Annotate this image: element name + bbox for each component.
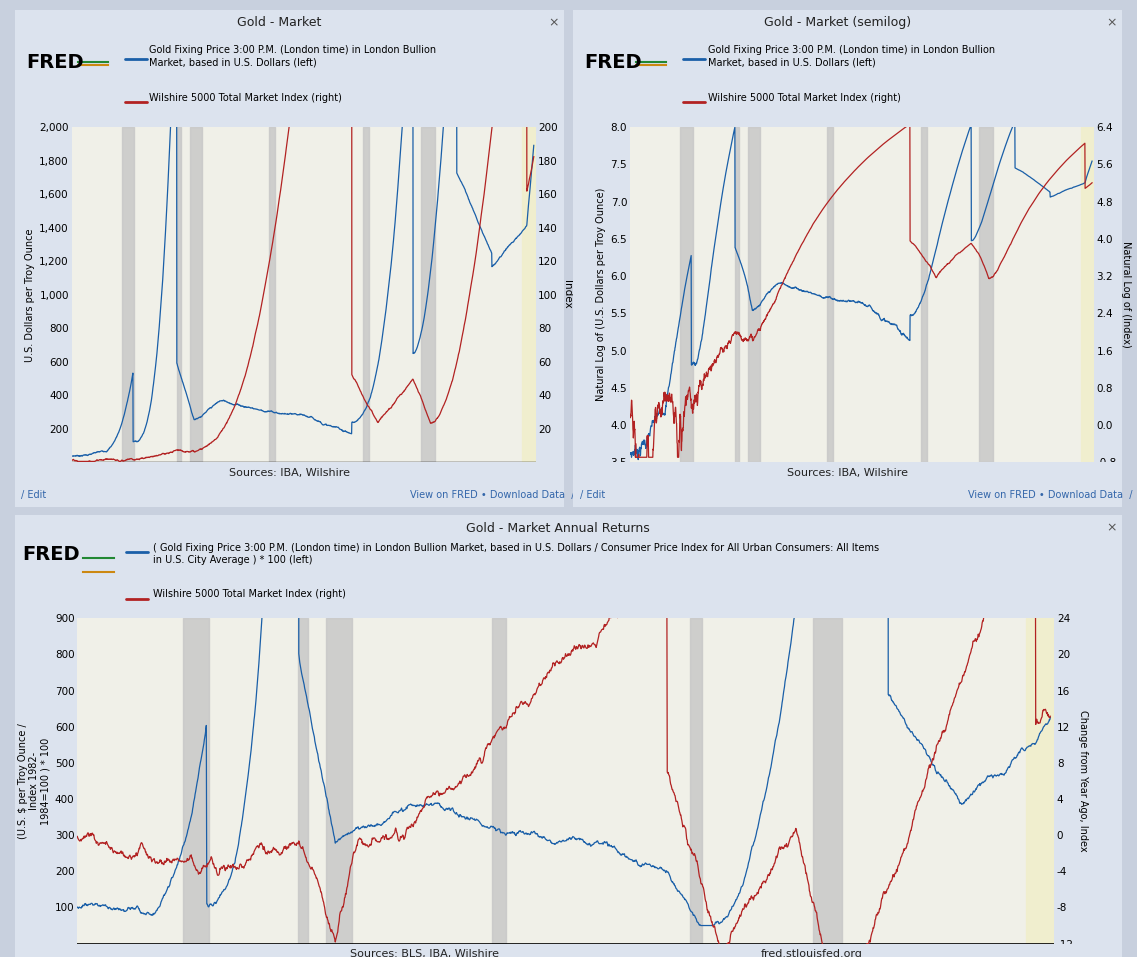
Bar [813, 618, 843, 944]
Bar [827, 127, 833, 462]
Bar [268, 127, 275, 462]
Text: View on FRED • Download Data  /: View on FRED • Download Data / [969, 490, 1132, 501]
Text: / Edit: / Edit [580, 490, 605, 501]
Bar [492, 618, 506, 944]
Bar [176, 127, 181, 462]
Text: ×: × [548, 16, 559, 30]
Bar [921, 127, 927, 462]
Bar [190, 127, 202, 462]
Y-axis label: Natural Log of (U.S. Dollars per Troy Ounce): Natural Log of (U.S. Dollars per Troy Ou… [596, 189, 606, 401]
Bar [363, 127, 368, 462]
Text: ( Gold Fixing Price 3:00 P.M. (London time) in London Bullion Market, based in U: ( Gold Fixing Price 3:00 P.M. (London ti… [153, 543, 879, 565]
Text: Sources: IBA, Wilshire: Sources: IBA, Wilshire [787, 468, 908, 478]
Bar [122, 127, 134, 462]
Text: Wilshire 5000 Total Market Index (right): Wilshire 5000 Total Market Index (right) [149, 93, 342, 102]
Bar [183, 618, 209, 944]
Y-axis label: Natural Log of (Index): Natural Log of (Index) [1121, 241, 1131, 348]
Text: FRED: FRED [23, 545, 80, 564]
Bar [690, 618, 703, 944]
Bar [680, 127, 692, 462]
Text: Gold - Market (semilog): Gold - Market (semilog) [764, 16, 911, 30]
Text: ×: × [1106, 16, 1118, 30]
Text: fred.stlouisfed.org: fred.stlouisfed.org [761, 949, 863, 957]
Bar [748, 127, 761, 462]
Text: Gold - Market: Gold - Market [236, 16, 322, 30]
Text: Wilshire 5000 Total Market Index (right): Wilshire 5000 Total Market Index (right) [707, 93, 901, 102]
Bar [298, 618, 308, 944]
Text: FRED: FRED [584, 53, 641, 72]
Y-axis label: Index: Index [562, 280, 572, 309]
Text: View on FRED • Download Data  /: View on FRED • Download Data / [410, 490, 574, 501]
Y-axis label: U.S. Dollars per Troy Ounce: U.S. Dollars per Troy Ounce [25, 228, 35, 362]
Bar [326, 618, 352, 944]
Y-axis label: (U.S. $ per Troy Ounce /
Index 1982-
1984=100 ) * 100: (U.S. $ per Troy Ounce / Index 1982- 198… [17, 723, 51, 838]
Text: ×: × [1106, 522, 1118, 535]
Bar [979, 127, 993, 462]
Bar [421, 127, 434, 462]
Text: Sources: BLS, IBA, Wilshire: Sources: BLS, IBA, Wilshire [350, 949, 499, 957]
Text: Sources: IBA, Wilshire: Sources: IBA, Wilshire [229, 468, 350, 478]
Text: / Edit: / Edit [22, 490, 47, 501]
Bar [735, 127, 739, 462]
Text: Wilshire 5000 Total Market Index (right): Wilshire 5000 Total Market Index (right) [153, 589, 346, 598]
Text: FRED: FRED [26, 53, 83, 72]
Text: Gold Fixing Price 3:00 P.M. (London time) in London Bullion
Market, based in U.S: Gold Fixing Price 3:00 P.M. (London time… [149, 45, 437, 67]
Text: Gold Fixing Price 3:00 P.M. (London time) in London Bullion
Market, based in U.S: Gold Fixing Price 3:00 P.M. (London time… [707, 45, 995, 67]
Y-axis label: Change from Year Ago, Index: Change from Year Ago, Index [1078, 710, 1088, 852]
Bar [1080, 127, 1094, 462]
Bar [1027, 618, 1054, 944]
Text: Gold - Market Annual Returns: Gold - Market Annual Returns [466, 522, 650, 535]
Bar [522, 127, 536, 462]
